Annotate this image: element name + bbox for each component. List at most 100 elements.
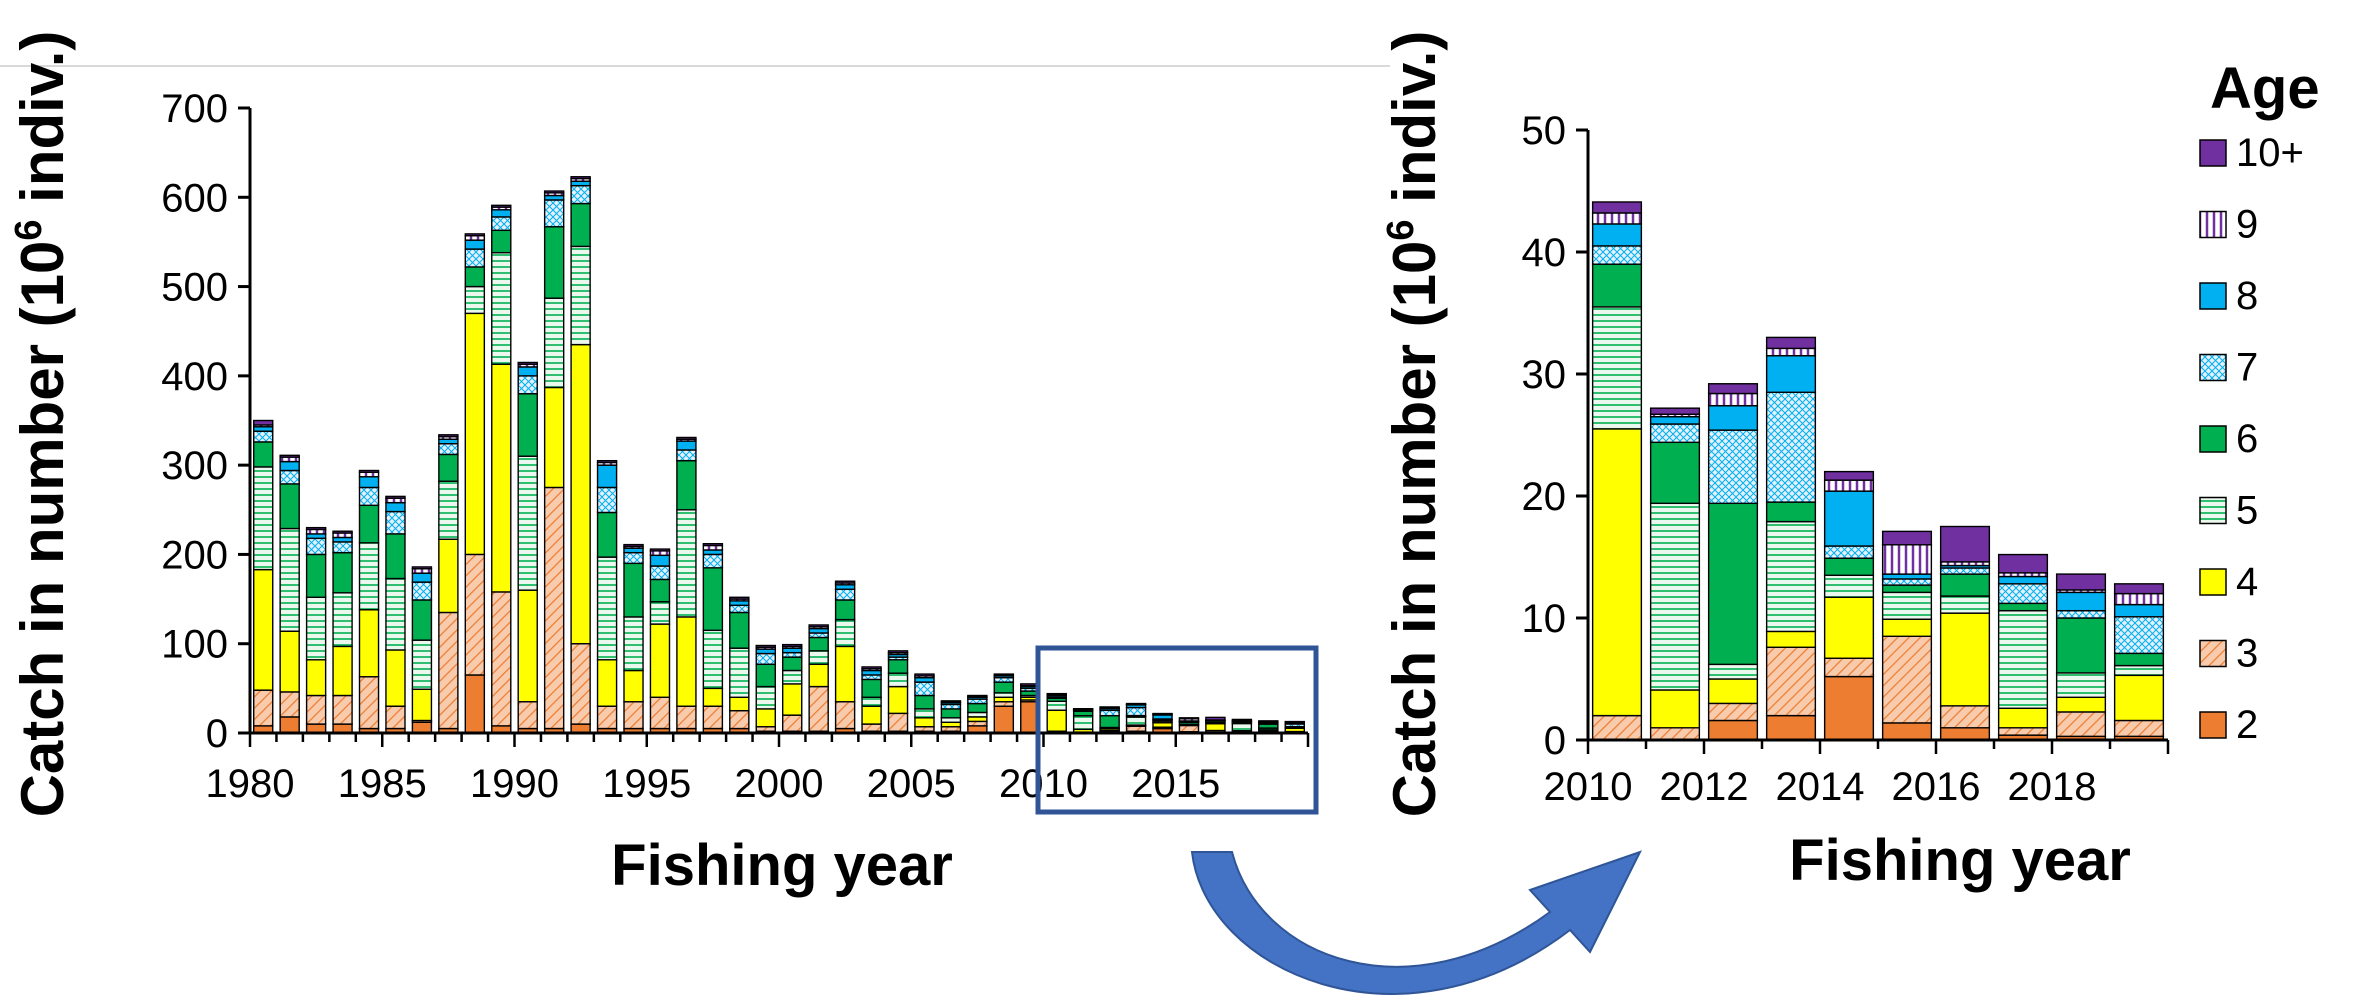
bar-segment-2014-age-8 (1823, 490, 1875, 547)
x-tick-label: 2015 (1131, 762, 1220, 806)
bar-segment-1981-age-5 (279, 527, 300, 632)
bar-segment-1995-age-7 (649, 565, 671, 581)
bar-segment-1991-age-10+ (543, 190, 565, 194)
bar-segment-1984-age-10+ (358, 469, 380, 473)
bar-segment-1986-age-2 (411, 721, 433, 734)
bar-segment-2005-age-7 (914, 681, 935, 697)
bar-segment-1985-age-5 (385, 577, 406, 651)
bar-segment-1986-age-6 (411, 599, 433, 641)
bar-segment-1995-age-6 (649, 578, 671, 603)
bar-segment-2011-age-5 (1072, 714, 1094, 731)
bar-segment-1991-age-7 (543, 199, 565, 228)
bar-segment-1997-age-3 (702, 705, 724, 730)
y-tick-label: 600 (161, 176, 228, 220)
bar-segment-1985-age-8 (385, 501, 406, 513)
legend-swatch-age-5 (2199, 496, 2227, 525)
bar-segment-1993-age-8 (596, 464, 618, 489)
bar-segment-1999-age-5 (755, 685, 776, 710)
bar-segment-2002-age-10+ (834, 580, 856, 584)
bar-segment-2014-age-9 (1823, 479, 1875, 492)
bar-segment-2010-age-10+ (1046, 692, 1067, 696)
bar-segment-2013-age-3 (1765, 646, 1817, 717)
legend-items: 10+ 9 8 7 6 5 4 3 2 (2199, 131, 2304, 747)
bar-segment-2010-age-5 (1046, 700, 1067, 711)
bar-segment-1994-age-6 (623, 562, 644, 618)
bar-segment-2004-age-5 (887, 672, 909, 688)
legend-label-age-8: 8 (2236, 274, 2258, 318)
bar-segment-2017-age-4 (1997, 707, 2049, 729)
bar-segment-2001-age-6 (808, 636, 829, 652)
bar-segment-2006-age-10+ (940, 700, 962, 703)
bar-segment-1995-age-3 (649, 696, 671, 730)
legend-swatch-age-3 (2199, 639, 2227, 668)
x-tick-label: 2010 (999, 762, 1088, 806)
bar-segment-2013-age-2 (1765, 714, 1817, 741)
right-y-axis-title: Catch in number (106 indiv.) (1380, 31, 1448, 818)
legend-swatch-age-9 (2199, 210, 2227, 239)
bar-segment-1987-age-7 (438, 443, 459, 456)
bar-segment-1999-age-6 (755, 663, 776, 688)
bar-segment-2002-age-4 (834, 645, 856, 703)
bar-segment-1989-age-3 (491, 591, 512, 727)
bar-segment-2014-age-10+ (1152, 712, 1173, 715)
bar-segment-2012-age-9 (1707, 392, 1759, 407)
bar-segment-1982-age-4 (305, 659, 327, 697)
bar-segment-2018-age-7 (2055, 609, 2107, 619)
bar-segment-1983-age-4 (332, 645, 353, 697)
bar-segment-1984-age-5 (358, 542, 380, 611)
bar-segment-2004-age-10+ (887, 650, 909, 654)
y-tick-label: 0 (1544, 719, 1566, 763)
bar-segment-1982-age-5 (305, 596, 327, 661)
bar-segment-1981-age-10+ (279, 454, 300, 458)
bar-segment-1983-age-3 (332, 694, 353, 725)
bar-segment-2016-age-2 (1939, 727, 1991, 741)
right-bars (1591, 201, 2165, 741)
bar-segment-1983-age-7 (332, 541, 353, 554)
legend-label-age-9: 9 (2236, 203, 2258, 247)
left-bars (252, 176, 1305, 734)
bar-segment-1993-age-6 (596, 511, 618, 558)
bar-segment-2010-age-4 (1591, 428, 1643, 717)
bar-segment-1981-age-3 (279, 691, 300, 718)
legend-label-age-6: 6 (2236, 417, 2258, 461)
bar-segment-2012-age-10+ (1707, 383, 1759, 395)
bar-segment-2016-age-4 (1939, 612, 1991, 707)
bar-segment-2000-age-3 (782, 714, 803, 732)
bar-segment-1996-age-3 (676, 705, 697, 730)
bar-segment-1994-age-3 (623, 701, 644, 730)
bar-segment-2011-age-4 (1649, 689, 1701, 729)
bar-segment-2001-age-10+ (808, 624, 829, 628)
bar-segment-2017-age-5 (1997, 609, 2049, 709)
bar-segment-1986-age-8 (411, 572, 433, 583)
bar-segment-1991-age-3 (543, 486, 565, 730)
bar-segment-2017-age-6 (1997, 602, 2049, 612)
bar-segment-2013-age-7 (1125, 706, 1147, 717)
bar-segment-1998-age-10+ (729, 596, 750, 600)
bar-segment-1983-age-6 (332, 551, 353, 594)
y-tick-label: 10 (1522, 597, 1567, 641)
left-y-axis-title: Catch in number (106 indiv.) (8, 31, 76, 818)
y-tick-label: 200 (161, 533, 228, 577)
bar-segment-2017-age-8 (1997, 575, 2049, 585)
bar-segment-1985-age-3 (385, 705, 406, 730)
bar-segment-1992-age-4 (570, 343, 591, 645)
bar-segment-1995-age-4 (649, 623, 671, 698)
bar-segment-1981-age-4 (279, 630, 300, 693)
bar-segment-2010-age-9 (1591, 212, 1643, 225)
legend-label-age-3: 3 (2236, 632, 2258, 676)
bar-segment-2018-age-10+ (2055, 573, 2107, 591)
legend-swatch-age-8 (2199, 282, 2227, 310)
bar-segment-2001-age-4 (808, 663, 829, 688)
bar-segment-1981-age-6 (279, 483, 300, 530)
bar-segment-1997-age-6 (702, 567, 724, 632)
bar-segment-1998-age-5 (729, 647, 750, 698)
x-tick-label: 2016 (1892, 765, 1981, 809)
bar-segment-1988-age-2 (464, 674, 486, 734)
legend-swatch-age-2 (2199, 711, 2227, 739)
bar-segment-2015-age-3 (1178, 724, 1200, 733)
bar-segment-1993-age-7 (596, 486, 618, 514)
legend-label-age-4: 4 (2236, 560, 2258, 604)
bar-segment-2008-age-6 (993, 681, 1015, 694)
bar-segment-1999-age-4 (755, 708, 776, 728)
bar-segment-2000-age-10+ (782, 643, 803, 648)
